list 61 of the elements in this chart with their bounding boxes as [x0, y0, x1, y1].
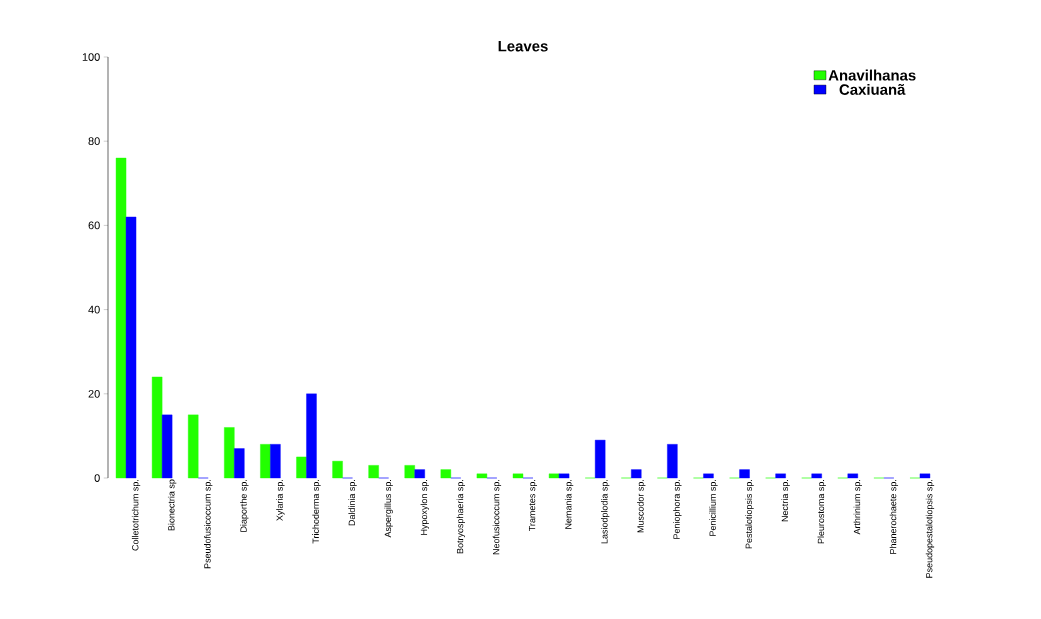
y-tick-label: 100 [82, 53, 100, 61]
y-tick-label: 40 [88, 305, 100, 314]
x-tick-label: Lasiodplodia sp. [601, 480, 610, 544]
x-tick-label: Muscodor sp. [637, 480, 646, 533]
bar [558, 473, 570, 479]
x-tick-label: Bionectria sp [167, 479, 177, 531]
x-tick-label: Nemania sp. [564, 480, 574, 529]
x-tick-label: Trichoderma sp. [312, 480, 321, 544]
bar [811, 473, 822, 479]
bar [125, 216, 137, 479]
x-tick-label: Pleurostoma sp. [817, 480, 826, 544]
bar [476, 473, 488, 479]
x-tick-label: Peniophora sp. [673, 480, 682, 539]
bar [512, 473, 524, 479]
bar [919, 473, 931, 479]
x-tick-label: Xylaria sp. [276, 480, 285, 521]
bar [332, 460, 343, 479]
x-tick-label: Aspergillus sp. [384, 480, 393, 538]
y-tick-label: 60 [88, 221, 100, 230]
x-tick-label: Botryosphaeria sp. [456, 480, 466, 554]
x-tick-label: Colletotrichum sp. [131, 480, 141, 551]
bar [296, 456, 307, 479]
x-tick-label: Trametes sp. [528, 480, 538, 531]
bar [161, 414, 173, 479]
bar [703, 473, 714, 479]
y-tick-label: 0 [94, 474, 100, 482]
x-tick-label: Arthrinium sp. [853, 480, 862, 535]
bar [631, 469, 642, 479]
bar [234, 448, 245, 479]
bar [404, 465, 415, 479]
x-tick-label: Diaporthe sp. [240, 480, 249, 532]
x-tick-label: Phanerochaete sp. [889, 480, 899, 554]
chart-title: Leaves [498, 41, 548, 52]
bar [594, 439, 606, 479]
bar [414, 469, 425, 479]
bar [739, 469, 750, 479]
x-tick-label: Hypoxylon sp. [420, 480, 429, 535]
bar [115, 157, 127, 479]
bar [548, 473, 560, 479]
x-tick-label: Neofusicoccum sp. [492, 480, 502, 555]
legend-label: Caxiuanã [839, 83, 906, 95]
bar [260, 444, 271, 479]
bar [775, 473, 786, 479]
bar [188, 414, 199, 479]
y-tick-label: 20 [88, 389, 100, 398]
bar [151, 376, 163, 479]
x-tick-label: Nectria sp. [781, 480, 790, 522]
bar [368, 465, 379, 479]
bar [440, 469, 452, 479]
x-tick-label: Daldinia sp. [348, 480, 357, 526]
bar [667, 444, 678, 479]
bar [306, 393, 317, 479]
bar [847, 473, 858, 479]
bar [224, 427, 235, 479]
x-tick-label: Pseudopestalotiopsis sp. [925, 480, 935, 578]
bar [270, 444, 281, 479]
y-tick-label: 80 [88, 137, 100, 146]
x-tick-label: Pestalotiopsis sp. [745, 480, 754, 549]
x-tick-label: Pseudofusicoccum sp. [204, 480, 213, 569]
legend-label: Anavilhanas [828, 69, 916, 81]
x-tick-label: Penicillium sp. [709, 480, 718, 536]
